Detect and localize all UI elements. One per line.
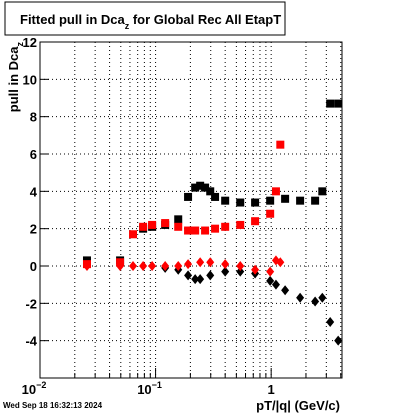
square-marker [266,196,275,205]
y-tick-label: 4 [30,184,38,199]
square-marker [221,222,230,231]
title-box [4,1,286,36]
square-marker [236,220,245,229]
x-tick-base: 10 [137,382,151,397]
square-marker [139,222,148,231]
square-marker [174,215,183,224]
diamond-marker [236,261,245,271]
diamond-marker [318,292,327,303]
square-marker [326,99,335,108]
square-marker [191,183,200,192]
diamond-marker [161,261,170,271]
diamond-marker [221,259,230,270]
title-rest: for Global Rec All EtapT [129,12,281,27]
y-tick-label: -4 [25,334,37,349]
square-marker [276,140,285,149]
diamond-marker [196,274,205,285]
title-sub: z [125,21,130,31]
diamond-marker [326,317,335,327]
square-marker [236,198,245,207]
diamond-marker [334,335,343,346]
square-marker [184,192,193,201]
y-tick-label: 2 [30,222,37,237]
diamond-marker [206,257,215,268]
diamond-marker [276,257,285,268]
square-marker [174,222,183,231]
x-tick-exponent: −1 [152,380,162,390]
y-tick-label: 6 [30,147,37,162]
diamond-marker [82,261,91,271]
square-marker [161,219,170,228]
diamond-marker [311,296,320,307]
square-marker [129,230,138,239]
diamond-marker [148,261,157,271]
square-marker [196,181,205,190]
diamond-marker [206,270,215,281]
diamond-marker [139,261,148,271]
square-marker [211,224,220,233]
square-marker [266,209,275,218]
x-tick-exponent: −2 [36,380,46,390]
square-marker [221,196,230,205]
square-marker [271,187,280,196]
square-marker [311,196,320,205]
diamond-marker [271,279,280,290]
diamond-marker [174,261,183,271]
y-tick-label: 0 [30,259,37,274]
y-label-main: pull in Dca [6,46,21,113]
square-marker [201,226,210,235]
x-tick-label: 10−2 [22,380,47,397]
x-tick-base: 10 [22,382,36,397]
diamond-marker [281,285,290,296]
square-marker [281,194,290,203]
frame [39,41,343,379]
y-tick-label: -2 [25,296,37,311]
diamond-marker [221,266,230,277]
square-marker [148,220,157,229]
square-marker [206,187,215,196]
diamond-marker [184,259,193,270]
diamond-marker [296,292,305,303]
y-tick-label: 12 [23,35,37,50]
y-tick-label: 10 [23,72,37,87]
square-marker [296,196,305,205]
diamond-marker [184,270,193,281]
square-marker [201,183,210,192]
diamond-marker [236,266,245,277]
diamond-marker [116,261,125,271]
y-tick-label: 8 [30,110,37,125]
square-marker [184,226,193,235]
diamond-marker [251,264,260,275]
square-marker [318,187,327,196]
x-tick-label: 10−1 [137,380,162,397]
square-marker [251,217,260,226]
y-axis-label: pull in Dcaz [6,42,25,113]
diamond-marker [266,266,275,277]
title-main: Fitted pull in Dca [20,12,125,27]
square-marker [334,99,343,108]
square-marker [211,192,220,201]
chart-title: Fitted pull in Dcaz for Global Rec All E… [20,12,281,31]
diamond-marker [191,274,200,285]
x-tick-label: 1 [268,382,275,397]
diamond-marker [196,257,205,268]
x-axis-label: pT/|q| (GeV/c) [256,398,340,413]
timestamp: Wed Sep 18 16:32:13 2024 [3,401,103,410]
square-marker [251,198,260,207]
diamond-marker [129,261,138,271]
y-label-sub: z [15,42,25,47]
square-marker [191,226,200,235]
diamond-marker [266,275,275,286]
